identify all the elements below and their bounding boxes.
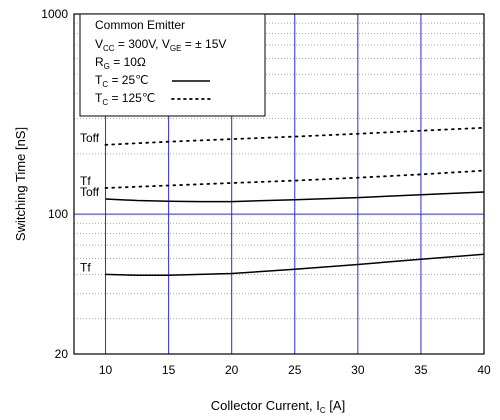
legend-tc-value: = 25℃ [108, 73, 149, 87]
legend-tc-subscript: C [102, 80, 108, 89]
legend-conditions-line: VCC = 300V, VGE = ± 15V [95, 37, 226, 53]
x-tick-label: 15 [162, 363, 176, 377]
x-axis-title-main: Collector Current, I [211, 398, 320, 413]
x-tick-label: 20 [225, 363, 239, 377]
x-tick-label: 10 [99, 363, 113, 377]
y-tick-label: 1000 [41, 7, 68, 21]
legend: Common Emitter VCC = 300V, VGE = ± 15V R… [79, 13, 266, 117]
legend-tc-value: = 125℃ [108, 91, 155, 105]
legend-tc-symbol: T [95, 91, 103, 105]
legend-rg-line: RG = 10Ω [95, 55, 146, 71]
x-tick-label: 25 [288, 363, 302, 377]
x-tick-label: 30 [351, 363, 365, 377]
tick-labels: 10 15 20 25 30 35 40 20 100 1000 [41, 7, 491, 377]
legend-vge-value: = ± 15V [181, 37, 226, 51]
series-solid-toff [105, 191, 485, 203]
y-tick-label: 100 [48, 207, 68, 221]
legend-vcc-subscript: CC [103, 44, 115, 53]
legend-rg-value: = 10Ω [110, 55, 146, 69]
curve-label-toff: Toff [80, 131, 100, 145]
legend-vcc-symbol: V [95, 37, 103, 51]
x-axis-title-unit: [A] [326, 398, 346, 413]
plot-border [73, 13, 485, 355]
grid [74, 14, 484, 354]
curve-label-tf: Tf [80, 260, 91, 274]
x-axis-title-subscript: C [320, 406, 326, 415]
y-axis-title: Switching Time [nS] [13, 127, 28, 241]
series-group [104, 126, 485, 276]
x-tick-label: 35 [414, 363, 428, 377]
curve-label-toff: Toff [80, 185, 100, 199]
legend-vcc-value: = 300V, V [115, 37, 170, 51]
curve-label-tf: Tf [80, 174, 91, 188]
legend-tc-subscript: C [102, 98, 108, 107]
series-solid-tf [105, 253, 485, 276]
legend-vge-subscript: GE [170, 44, 182, 53]
x-axis-title: Collector Current, IC [A] [211, 398, 345, 415]
legend-rg-symbol: R [95, 55, 104, 69]
x-tick-label: 40 [477, 363, 491, 377]
legend-entry-125c: TC = 125℃ [95, 91, 155, 107]
legend-entry-25c: TC = 25℃ [95, 73, 149, 89]
y-tick-label: 20 [55, 347, 69, 361]
plot-frame [73, 13, 485, 355]
legend-title: Common Emitter [95, 18, 185, 32]
legend-rg-subscript: G [104, 62, 110, 71]
series-dotted-tf [104, 169, 485, 189]
legend-tc-symbol: T [95, 73, 103, 87]
series-dotted-toff [104, 126, 485, 146]
